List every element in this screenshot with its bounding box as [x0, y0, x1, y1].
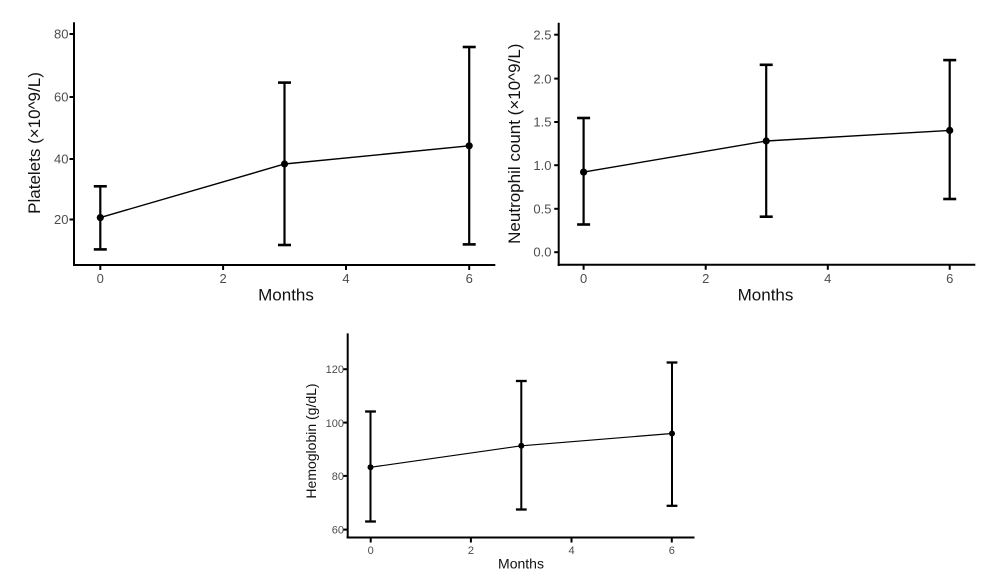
- svg-text:40: 40: [54, 152, 68, 167]
- svg-text:4: 4: [342, 271, 349, 286]
- svg-text:0.5: 0.5: [533, 202, 551, 217]
- svg-text:80: 80: [54, 27, 68, 42]
- svg-text:100: 100: [326, 418, 344, 430]
- svg-text:6: 6: [946, 271, 953, 286]
- svg-text:20: 20: [54, 212, 68, 227]
- svg-text:120: 120: [326, 364, 344, 376]
- svg-text:0: 0: [97, 271, 104, 286]
- svg-text:Months: Months: [258, 286, 314, 305]
- svg-text:Platelets (×10^9/L): Platelets (×10^9/L): [25, 72, 44, 214]
- svg-text:2: 2: [468, 545, 474, 557]
- svg-text:60: 60: [54, 90, 68, 105]
- svg-text:2.5: 2.5: [533, 27, 551, 42]
- svg-text:2.0: 2.0: [533, 71, 551, 86]
- svg-text:0.0: 0.0: [533, 245, 551, 260]
- svg-text:2: 2: [702, 271, 709, 286]
- svg-text:2: 2: [219, 271, 226, 286]
- svg-text:1.0: 1.0: [533, 158, 551, 173]
- svg-text:60: 60: [332, 525, 344, 537]
- svg-text:6: 6: [466, 271, 473, 286]
- svg-text:Months: Months: [738, 286, 794, 305]
- svg-text:0: 0: [368, 545, 374, 557]
- svg-text:Neutrophil count (×10^9/L): Neutrophil count (×10^9/L): [505, 44, 524, 244]
- svg-text:Months: Months: [498, 556, 544, 572]
- svg-text:6: 6: [669, 545, 675, 557]
- svg-text:1.5: 1.5: [533, 115, 551, 130]
- svg-text:0: 0: [580, 271, 587, 286]
- svg-text:80: 80: [332, 471, 344, 483]
- svg-text:Hemoglobin (g/dL): Hemoglobin (g/dL): [303, 383, 319, 498]
- svg-text:4: 4: [568, 545, 574, 557]
- svg-text:4: 4: [824, 271, 831, 286]
